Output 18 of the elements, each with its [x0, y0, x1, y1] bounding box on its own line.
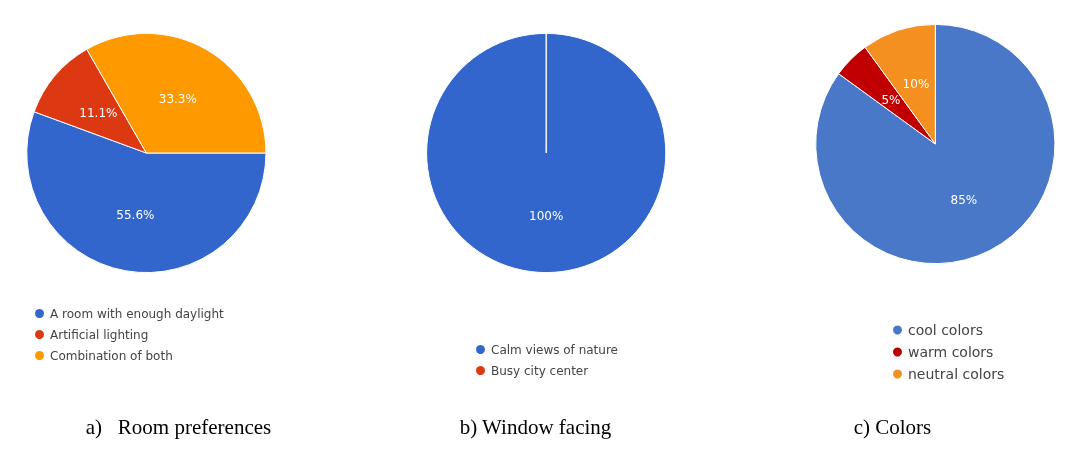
legend-label: warm colors [908, 344, 994, 360]
data-label: 10% [902, 77, 930, 92]
legend-label: Busy city center [491, 363, 589, 378]
legend-label: cool colors [908, 322, 983, 338]
data-label: 33.3% [158, 91, 197, 106]
legend-label: Combination of both [50, 348, 173, 363]
data-label: 11.1% [79, 105, 118, 120]
legend-label: Artificial lighting [50, 327, 149, 342]
legend-label: A room with enough daylight [50, 306, 225, 321]
data-label: 55.6% [116, 207, 155, 222]
legend-label: Calm views of nature [491, 342, 618, 357]
data-label: 100% [529, 208, 564, 223]
data-label: 5% [881, 92, 901, 107]
text: c) Colors [853, 414, 932, 439]
text: b) Window facing [459, 414, 612, 439]
legend-label: neutral colors [908, 366, 1005, 382]
data-label: 85% [950, 192, 978, 207]
text: a) Room preferences [85, 414, 272, 439]
